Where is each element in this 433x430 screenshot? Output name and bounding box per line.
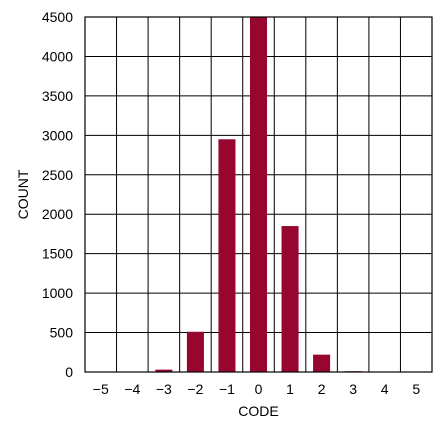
y-tick-label: 4500 [42,9,73,25]
x-tick-label: −4 [124,381,140,397]
y-tick-label: 2500 [42,167,73,183]
x-tick-label: 5 [412,381,420,397]
x-tick-label: 0 [255,381,263,397]
y-tick-label: 1000 [42,285,73,301]
bar [249,17,268,372]
bar [155,369,173,372]
x-tick-label: −5 [93,381,109,397]
bar [186,331,204,372]
x-tick-label: 2 [318,381,326,397]
y-tick-label: 1500 [42,246,73,262]
y-tick-label: 4000 [42,48,73,64]
y-axis-title: COUNT [15,169,31,219]
y-tick-label: 3500 [42,88,73,104]
y-tick-labels: 0 500 1000 1500 2000 2500 3000 3500 4000 4500 [42,9,73,380]
x-tick-label: 1 [286,381,294,397]
x-tick-labels: −5 −4 −3 −2 −1 0 1 2 3 4 5 [93,381,421,397]
x-tick-label: 4 [381,381,389,397]
plot-frame [84,16,433,373]
y-tick-label: 3000 [42,127,73,143]
x-axis-title: CODE [238,403,278,419]
x-tick-label: −1 [219,381,235,397]
y-tick-label: 0 [65,364,73,380]
x-tick-label: −2 [187,381,203,397]
bar-series [155,17,394,372]
x-tick-label: −3 [156,381,172,397]
bar [218,139,236,372]
x-tick-label: 3 [349,381,357,397]
y-tick-label: 500 [50,325,74,341]
bar [281,226,299,372]
bar [313,354,331,372]
y-tick-label: 2000 [42,206,73,222]
